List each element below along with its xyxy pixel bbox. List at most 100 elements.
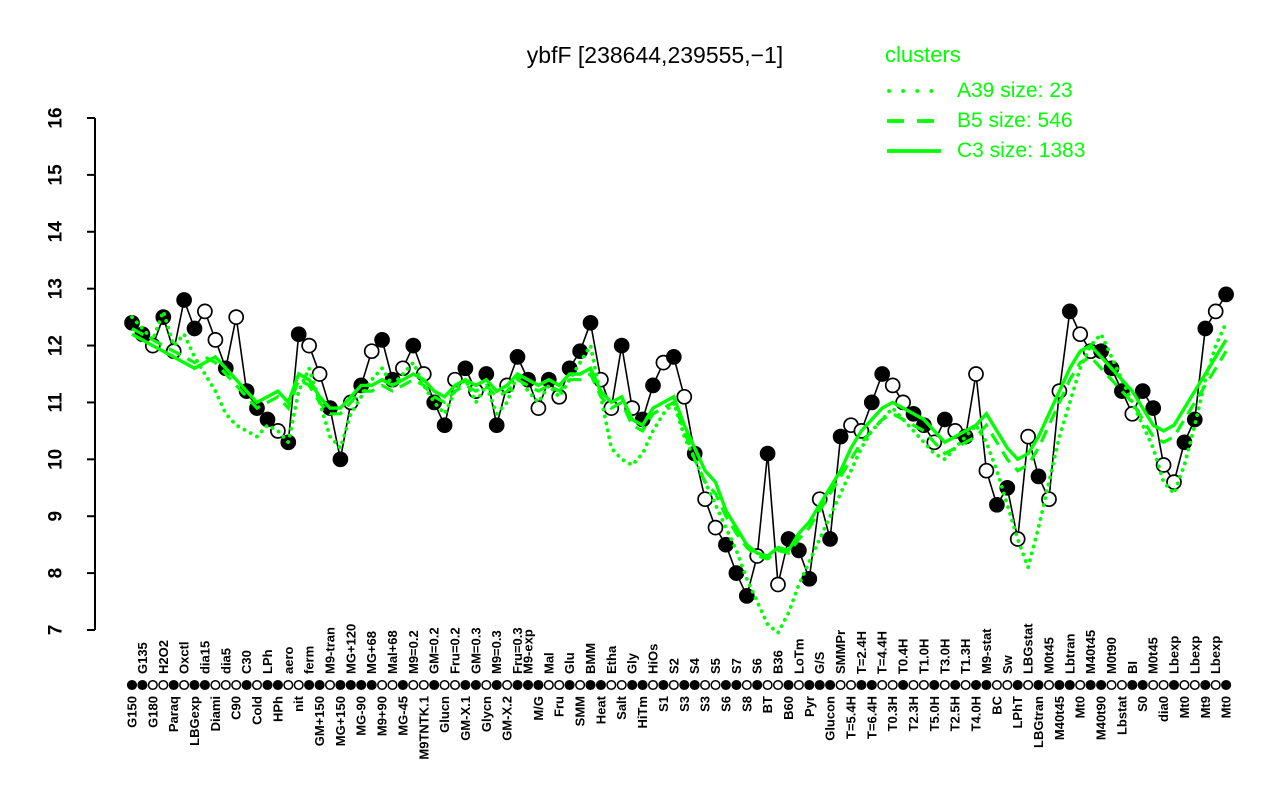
condition-marker <box>335 679 346 691</box>
condition-label: LBGstat <box>1021 623 1036 674</box>
condition-marker <box>720 679 731 691</box>
gene-point <box>822 531 838 547</box>
gene-point <box>207 332 224 348</box>
condition-marker <box>1012 679 1023 691</box>
condition-label: T=5.4H <box>844 696 859 739</box>
condition-label: H2O2 <box>156 640 171 674</box>
condition-marker <box>700 679 711 691</box>
condition-label: G150 <box>125 696 140 728</box>
condition-marker <box>470 679 481 691</box>
condition-label: M9-exp <box>521 629 536 674</box>
gene-point <box>884 377 901 394</box>
condition-label: LPhT <box>1010 696 1025 729</box>
condition-marker <box>731 679 742 691</box>
condition-label: T=6.4H <box>864 696 879 739</box>
condition-label: LoTm <box>791 639 806 674</box>
condition-label: T2.5H <box>948 696 963 731</box>
gene-point <box>457 360 474 377</box>
condition-marker <box>856 679 867 691</box>
condition-marker <box>460 679 471 691</box>
condition-label: T3.0H <box>937 639 952 674</box>
gene-point <box>301 337 317 354</box>
condition-marker <box>689 679 700 691</box>
gene-point <box>1207 303 1224 320</box>
condition-label: Sw <box>1000 654 1015 674</box>
gene-point <box>770 576 786 593</box>
condition-label: Mt0 <box>1219 696 1234 718</box>
condition-marker <box>877 679 888 691</box>
condition-marker <box>1210 679 1221 691</box>
condition-marker <box>710 679 721 691</box>
condition-marker <box>137 679 148 691</box>
condition-label: nit <box>291 695 306 712</box>
condition-marker <box>189 679 200 691</box>
condition-label: HiTm <box>635 696 650 729</box>
gene-point <box>968 366 984 382</box>
dashed-line-icon <box>887 119 941 123</box>
condition-marker <box>866 679 877 691</box>
condition-marker <box>554 679 565 691</box>
condition-marker <box>970 679 982 691</box>
condition-marker <box>575 679 586 691</box>
condition-marker <box>1043 679 1055 691</box>
gene-point <box>488 417 505 434</box>
condition-label: C30 <box>239 650 254 674</box>
gene-point <box>1134 383 1151 399</box>
condition-label: LBGexp <box>187 696 202 746</box>
condition-label: T1.3H <box>958 639 973 674</box>
condition-label: S7 <box>729 658 744 674</box>
condition-label: Diami <box>208 696 223 731</box>
condition-label: LBGtran <box>1031 696 1046 748</box>
condition-label: Gly <box>625 652 640 674</box>
condition-label: GM=0.3 <box>468 627 483 674</box>
gene-point <box>759 445 776 462</box>
chart-title: ybfF [238644,239555,−1] <box>526 42 784 68</box>
condition-marker <box>950 679 961 691</box>
condition-label: M40t45 <box>1083 630 1098 674</box>
condition-marker <box>1158 679 1169 691</box>
condition-marker <box>283 679 294 691</box>
gene-point <box>791 542 807 559</box>
condition-label: MG+68 <box>364 631 379 674</box>
condition-label: M9TNTK.1 <box>416 696 431 760</box>
condition-marker <box>168 679 179 691</box>
condition-label: GM-X.2 <box>500 696 515 741</box>
condition-marker <box>793 679 804 691</box>
condition-label: Fru=0.2 <box>448 627 463 674</box>
legend-entry-a39: A39 size: 23 <box>885 76 1085 106</box>
y-tick-label: 9 <box>46 511 67 522</box>
y-tick-label: 8 <box>46 568 67 579</box>
y-tick-label: 14 <box>46 221 67 243</box>
condition-label: dia0 <box>1156 696 1171 722</box>
condition-marker <box>241 679 252 691</box>
condition-marker <box>564 679 575 691</box>
gene-point <box>863 394 880 411</box>
gene-point <box>290 326 307 343</box>
condition-marker <box>429 679 440 691</box>
condition-label: Glucon <box>823 696 838 741</box>
condition-marker <box>1002 679 1013 691</box>
condition-label: MG-90 <box>354 696 369 736</box>
condition-marker <box>324 679 336 691</box>
condition-marker <box>304 679 315 691</box>
condition-marker <box>783 679 794 691</box>
gene-point <box>1009 531 1026 547</box>
condition-label: S3 <box>698 696 713 712</box>
gene-point <box>936 411 953 428</box>
condition-label: HPh <box>270 696 285 722</box>
condition-label: Mal <box>541 652 556 674</box>
condition-marker <box>939 679 950 691</box>
condition-marker <box>491 679 502 691</box>
gene-point <box>1186 411 1203 428</box>
condition-label: Fru <box>552 696 567 717</box>
condition-label: C90 <box>229 696 244 720</box>
condition-marker <box>262 679 273 691</box>
gene-point <box>738 588 755 604</box>
condition-marker <box>595 679 606 691</box>
condition-label: M0t45 <box>1042 637 1057 674</box>
condition-label: Lbexp <box>1167 636 1182 674</box>
y-tick-label: 16 <box>46 107 67 128</box>
legend-label: C3 size: 1383 <box>957 139 1086 162</box>
gene-point <box>186 320 203 337</box>
